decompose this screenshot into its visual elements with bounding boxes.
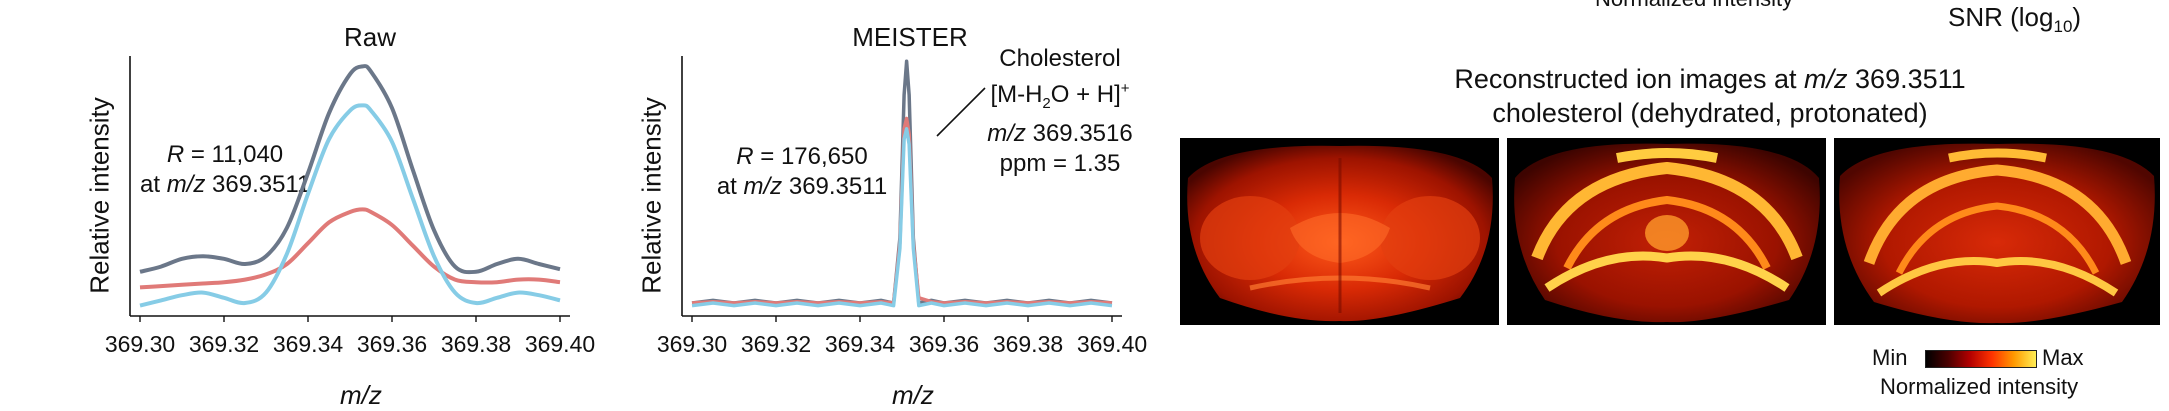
- snr-label-subscript: 10: [2053, 17, 2073, 37]
- raw-resolution-annotation: R = 11,040 at m/z 369.3511: [140, 140, 310, 200]
- meister-resolution-annotation: R = 176,650 at m/z 369.3511: [712, 142, 892, 202]
- adduct-superscript: +: [1120, 80, 1130, 97]
- meister-at-text: at: [716, 173, 744, 200]
- meister-x-tick-label: 369.38: [993, 331, 1063, 357]
- raw-spectrum-plot: 369.30 369.32 369.34 369.36 369.38 369.40: [105, 56, 595, 357]
- raw-resolution-line: R = 11,040: [140, 140, 310, 170]
- meister-tick-labels: 369.30 369.32 369.34 369.36 369.38 369.40: [657, 316, 1147, 357]
- meister-x-tick-label: 369.30: [657, 331, 727, 357]
- raw-panel-title: Raw: [343, 22, 396, 52]
- recon-title-value: 369.3511: [1847, 64, 1966, 94]
- raw-x-tick-label: 369.30: [105, 331, 175, 357]
- meister-series-line-2: [691, 116, 1113, 305]
- peak-label-mz: m/z 369.3516: [980, 119, 1140, 149]
- peak-label-ppm: ppm = 1.35: [999, 149, 1121, 177]
- meister-axes: [681, 56, 1122, 317]
- raw-x-tick-label: 369.38: [441, 331, 511, 357]
- meister-x-axis-label: m/z: [892, 380, 934, 410]
- meister-mz-symbol: m/z: [743, 173, 783, 200]
- meister-series-line-3: [691, 127, 1113, 308]
- snr-label-text: SNR (log: [1948, 2, 2054, 32]
- colorbar-caption: Normalized intensity: [1880, 374, 2079, 399]
- recon-subtitle: cholesterol (dehydrated, protonated): [1492, 98, 1928, 128]
- intensity-colorbar: [1925, 350, 2037, 368]
- meister-r-value: = 176,650: [753, 143, 868, 170]
- raw-series-line-3: [139, 103, 561, 308]
- ion-image-1-drawing: [1187, 145, 1493, 322]
- adduct-part-b: O + H]: [1050, 81, 1121, 108]
- peak-leader-line: [936, 87, 986, 137]
- raw-x-tick-label: 369.34: [273, 331, 344, 357]
- meister-r-symbol: R: [736, 143, 754, 170]
- raw-r-symbol: R: [166, 141, 185, 168]
- peak-mz-symbol: m/z: [987, 119, 1026, 147]
- adduct-subscript: 2: [1042, 94, 1051, 112]
- meister-spectrum-plot: 369.30 369.32 369.34 369.36 369.38 369.40: [657, 56, 1147, 357]
- raw-mz-value: 369.3511: [205, 171, 311, 198]
- raw-series-line-2: [139, 207, 561, 290]
- raw-x-axis-label: m/z: [340, 380, 382, 410]
- raw-x-tick-label: 369.32: [189, 331, 259, 357]
- peak-label-compound: Cholesterol: [999, 45, 1121, 72]
- raw-mz-symbol: m/z: [166, 171, 206, 198]
- recon-title-text: Reconstructed ion images at: [1454, 64, 1805, 94]
- raw-series-line-1: [139, 64, 561, 275]
- peak-label-adduct: [M-H2O + H]+: [980, 74, 1140, 119]
- recon-images-title: Reconstructed ion images at m/z 369.3511…: [1370, 62, 2050, 130]
- meister-panel-title: MEISTER: [852, 22, 968, 52]
- raw-x-tick-label: 369.36: [357, 331, 427, 357]
- meister-series-group: [691, 59, 1113, 308]
- snr-colorbar-label: SNR (log10): [1948, 2, 2081, 37]
- cropped-normalized-intensity-label: Normalized intensity: [1595, 0, 1793, 12]
- snr-label-close: ): [2072, 2, 2082, 32]
- meister-x-tick-label: 369.34: [825, 331, 896, 357]
- meister-x-tick-label: 369.40: [1077, 331, 1147, 357]
- ion-image-3-drawing: [1839, 143, 2155, 324]
- ion-image-2: [1507, 138, 1826, 325]
- colorbar-max-label: Max: [2042, 345, 2084, 370]
- meister-mz-value: 369.3511: [782, 173, 888, 200]
- recon-title-line: Reconstructed ion images at m/z 369.3511: [1370, 62, 2050, 96]
- raw-at-text: at: [140, 171, 167, 198]
- raw-mz-line: at m/z 369.3511: [140, 170, 310, 200]
- adduct-part-a: [M-H: [990, 81, 1043, 108]
- recon-title-mz: m/z: [1804, 64, 1848, 94]
- meister-mz-line: at m/z 369.3511: [712, 172, 892, 202]
- meister-x-tick-label: 369.32: [741, 331, 811, 357]
- ion-image-1: [1180, 138, 1499, 325]
- cholesterol-peak-annotation: Cholesterol [M-H2O + H]+ m/z 369.3516 pp…: [980, 44, 1140, 179]
- ion-image-2-drawing: [1514, 143, 1820, 323]
- colorbar-min-label: Min: [1872, 345, 1908, 370]
- raw-r-value: = 11,040: [184, 141, 284, 168]
- raw-series-group: [139, 64, 561, 308]
- meister-x-tick-label: 369.36: [909, 331, 979, 357]
- meister-resolution-line: R = 176,650: [712, 142, 892, 172]
- raw-axes: [129, 56, 570, 317]
- raw-x-tick-label: 369.40: [525, 331, 595, 357]
- peak-mz-value: 369.3516: [1025, 119, 1133, 147]
- ion-image-3: [1834, 138, 2160, 325]
- raw-tick-labels: 369.30 369.32 369.34 369.36 369.38 369.40: [105, 316, 595, 357]
